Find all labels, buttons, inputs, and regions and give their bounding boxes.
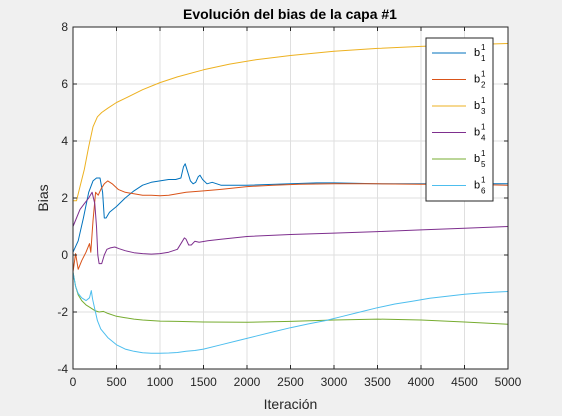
y-tick-label: -2 xyxy=(57,305,68,319)
legend-entry-5: b xyxy=(474,153,480,165)
x-tick-label: 0 xyxy=(70,375,77,389)
series-line-4 xyxy=(72,191,509,265)
y-tick-label: 2 xyxy=(61,191,68,205)
legend-entry-2: b xyxy=(474,74,480,86)
x-tick-label: 1000 xyxy=(147,375,174,389)
x-tick-label: 500 xyxy=(106,375,126,389)
series-layer xyxy=(72,43,509,354)
x-tick-label: 5000 xyxy=(495,375,522,389)
x-tick-label: 3500 xyxy=(364,375,391,389)
x-tick-label: 1500 xyxy=(190,375,217,389)
y-tick-label: 6 xyxy=(61,77,68,91)
legend-subscript: 5 xyxy=(481,160,486,169)
legend-superscript: 1 xyxy=(481,149,486,158)
legend-entry-4: b xyxy=(474,127,480,139)
axis-ticks: 0 500 1000 1500 2000 2500 3000 3500 4000 4500 5000… xyxy=(57,20,521,389)
legend-box xyxy=(425,37,494,202)
x-tick-label: 4500 xyxy=(451,375,478,389)
legend: b 11b 12b 13b 14b 15b 16 xyxy=(425,37,494,202)
legend-superscript: 1 xyxy=(481,70,486,79)
x-tick-label: 2500 xyxy=(277,375,304,389)
legend-entry-3: b xyxy=(474,100,480,112)
y-tick-label: 8 xyxy=(61,20,68,34)
legend-subscript: 1 xyxy=(481,54,486,63)
x-tick-label: 2000 xyxy=(234,375,261,389)
series-line-2 xyxy=(72,180,509,273)
legend-superscript: 1 xyxy=(481,43,486,52)
y-axis-label: Bias xyxy=(35,184,51,211)
y-tick-label: 4 xyxy=(61,134,68,148)
legend-subscript: 2 xyxy=(481,81,486,90)
series-line-3 xyxy=(73,43,509,202)
legend-superscript: 1 xyxy=(481,96,486,105)
x-axis-label: Iteración xyxy=(264,396,318,412)
y-tick-label: -4 xyxy=(57,362,68,376)
x-tick-label: 3000 xyxy=(321,375,348,389)
legend-entry-1: b xyxy=(474,47,480,59)
legend-subscript: 6 xyxy=(481,187,486,196)
series-line-1 xyxy=(72,163,508,253)
legend-superscript: 1 xyxy=(481,176,486,185)
legend-entry-6: b xyxy=(474,180,480,192)
x-tick-label: 4000 xyxy=(408,375,435,389)
chart-title: Evolución del bias de la capa #1 xyxy=(183,6,397,22)
series-line-5 xyxy=(72,272,509,325)
legend-superscript: 1 xyxy=(481,123,486,132)
legend-subscript: 4 xyxy=(481,134,486,143)
series-line-6 xyxy=(72,272,509,354)
y-tick-label: 0 xyxy=(61,248,68,262)
legend-subscript: 3 xyxy=(481,107,486,116)
